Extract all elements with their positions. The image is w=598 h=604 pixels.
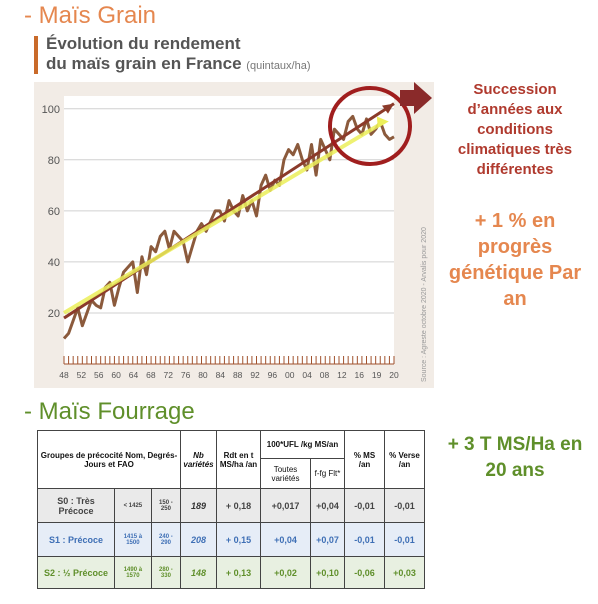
col-ufl: 100*UFL /kg MS/an xyxy=(260,430,345,459)
fourrage-table: Groupes de précocité Nom, Degrés-Jours e… xyxy=(37,430,425,589)
row-name: S2 : ½ Précoce xyxy=(37,556,115,589)
heading-mais-grain: - Maïs Grain xyxy=(24,2,157,29)
row-nb: 208 xyxy=(180,522,217,557)
row-rdt: + 0,13 xyxy=(216,556,261,589)
col-ms: % MS /an xyxy=(344,430,385,489)
x-tick-label: 20 xyxy=(389,370,399,380)
x-tick-label: 60 xyxy=(111,370,121,380)
row-verse: -0,01 xyxy=(384,522,425,557)
x-tick-label: 00 xyxy=(285,370,295,380)
row-ffg: +0,04 xyxy=(310,488,345,523)
x-tick-label: 19 xyxy=(372,370,382,380)
y-tick-label: 60 xyxy=(48,206,60,218)
row-toutes: +0,04 xyxy=(260,522,311,557)
row-ms: -0,01 xyxy=(344,522,385,557)
x-tick-label: 80 xyxy=(198,370,208,380)
row-verse: -0,01 xyxy=(384,488,425,523)
row-toutes: +0,02 xyxy=(260,556,311,589)
row-ms: -0,06 xyxy=(344,556,385,589)
climate-note: Succession d’années aux conditions clima… xyxy=(457,81,573,178)
row-fao: 240 - 290 xyxy=(150,522,182,557)
row-dj: < 1425 xyxy=(113,488,152,523)
row-ffg: +0,07 xyxy=(310,522,345,557)
chart-unit: (quintaux/ha) xyxy=(246,60,311,72)
row-fao: 150 - 250 xyxy=(150,488,182,523)
row-fao: 280 - 330 xyxy=(150,556,182,589)
row-rdt: + 0,15 xyxy=(216,522,261,557)
col-verse: % Verse /an xyxy=(384,430,425,489)
genetic-progress-note: + 1 % en progrès génétique Par an xyxy=(448,210,582,310)
col-groupes: Groupes de précocité Nom, Degrés-Jours e… xyxy=(37,430,181,489)
x-tick-label: 52 xyxy=(77,370,87,380)
chart-title-line2: du maïs grain en France (quintaux/ha) xyxy=(46,54,311,74)
chart-title-line2-text: du maïs grain en France xyxy=(46,54,242,73)
heading-mais-fourrage: - Maïs Fourrage xyxy=(24,398,195,425)
row-ms: -0,01 xyxy=(344,488,385,523)
col-nb: Nb variétés xyxy=(180,430,217,489)
x-tick-label: 64 xyxy=(129,370,139,380)
row-ffg: +0,10 xyxy=(310,556,345,589)
x-tick-label: 92 xyxy=(250,370,260,380)
table-row: S1 : Précoce 1415 à 1500 240 - 290 208 +… xyxy=(37,522,425,557)
x-tick-label: 08 xyxy=(320,370,330,380)
col-rdt: Rdt en t MS/ha /an xyxy=(216,430,261,489)
table-row: S2 : ½ Précoce 1490 à 1570 280 - 330 148… xyxy=(37,556,425,589)
row-rdt: + 0,18 xyxy=(216,488,261,523)
yield-chart-svg: 20 40 60 80 100 48 52 56 60 64 68 72 76 80 84 88 92 96 00 0… xyxy=(42,96,428,382)
row-nb: 148 xyxy=(180,556,217,589)
chart-source: Source : Agreste octobre 2020 - Arvalis … xyxy=(421,227,428,382)
y-tick-label: 80 xyxy=(48,155,60,167)
x-tick-label: 04 xyxy=(302,370,312,380)
yield-chart: 20 40 60 80 100 48 52 56 60 64 68 72 76 80 84 88 92 96 00 0… xyxy=(34,82,434,388)
col-toutes: Toutes variétés xyxy=(260,458,311,489)
row-name: S1 : Précoce xyxy=(37,522,115,557)
x-tick-label: 84 xyxy=(216,370,226,380)
y-tick-label: 100 xyxy=(42,104,60,116)
chart-title-line1: Évolution du rendement xyxy=(46,34,241,53)
row-toutes: +0,017 xyxy=(260,488,311,523)
x-tick-label: 88 xyxy=(233,370,243,380)
x-tick-label: 16 xyxy=(355,370,365,380)
x-tick-label: 96 xyxy=(268,370,278,380)
col-ffg: f-fg Flt* xyxy=(310,458,345,489)
row-dj: 1490 à 1570 xyxy=(113,556,152,589)
row-name: S0 : Très Précoce xyxy=(37,488,115,523)
x-tick-label: 56 xyxy=(94,370,104,380)
fourrage-gain-note: + 3 T MS/Ha en 20 ans xyxy=(447,434,583,481)
row-verse: +0,03 xyxy=(384,556,425,589)
row-nb: 189 xyxy=(180,488,217,523)
y-tick-label: 40 xyxy=(48,257,60,269)
title-accent-bar xyxy=(34,36,38,74)
table-row: S0 : Très Précoce < 1425 150 - 250 189 +… xyxy=(37,488,425,523)
x-tick-label: 72 xyxy=(163,370,173,380)
y-tick-label: 20 xyxy=(48,308,60,320)
x-tick-label: 12 xyxy=(337,370,347,380)
x-tick-label: 68 xyxy=(146,370,156,380)
x-tick-label: 48 xyxy=(59,370,69,380)
x-tick-label: 76 xyxy=(181,370,191,380)
row-dj: 1415 à 1500 xyxy=(113,522,152,557)
